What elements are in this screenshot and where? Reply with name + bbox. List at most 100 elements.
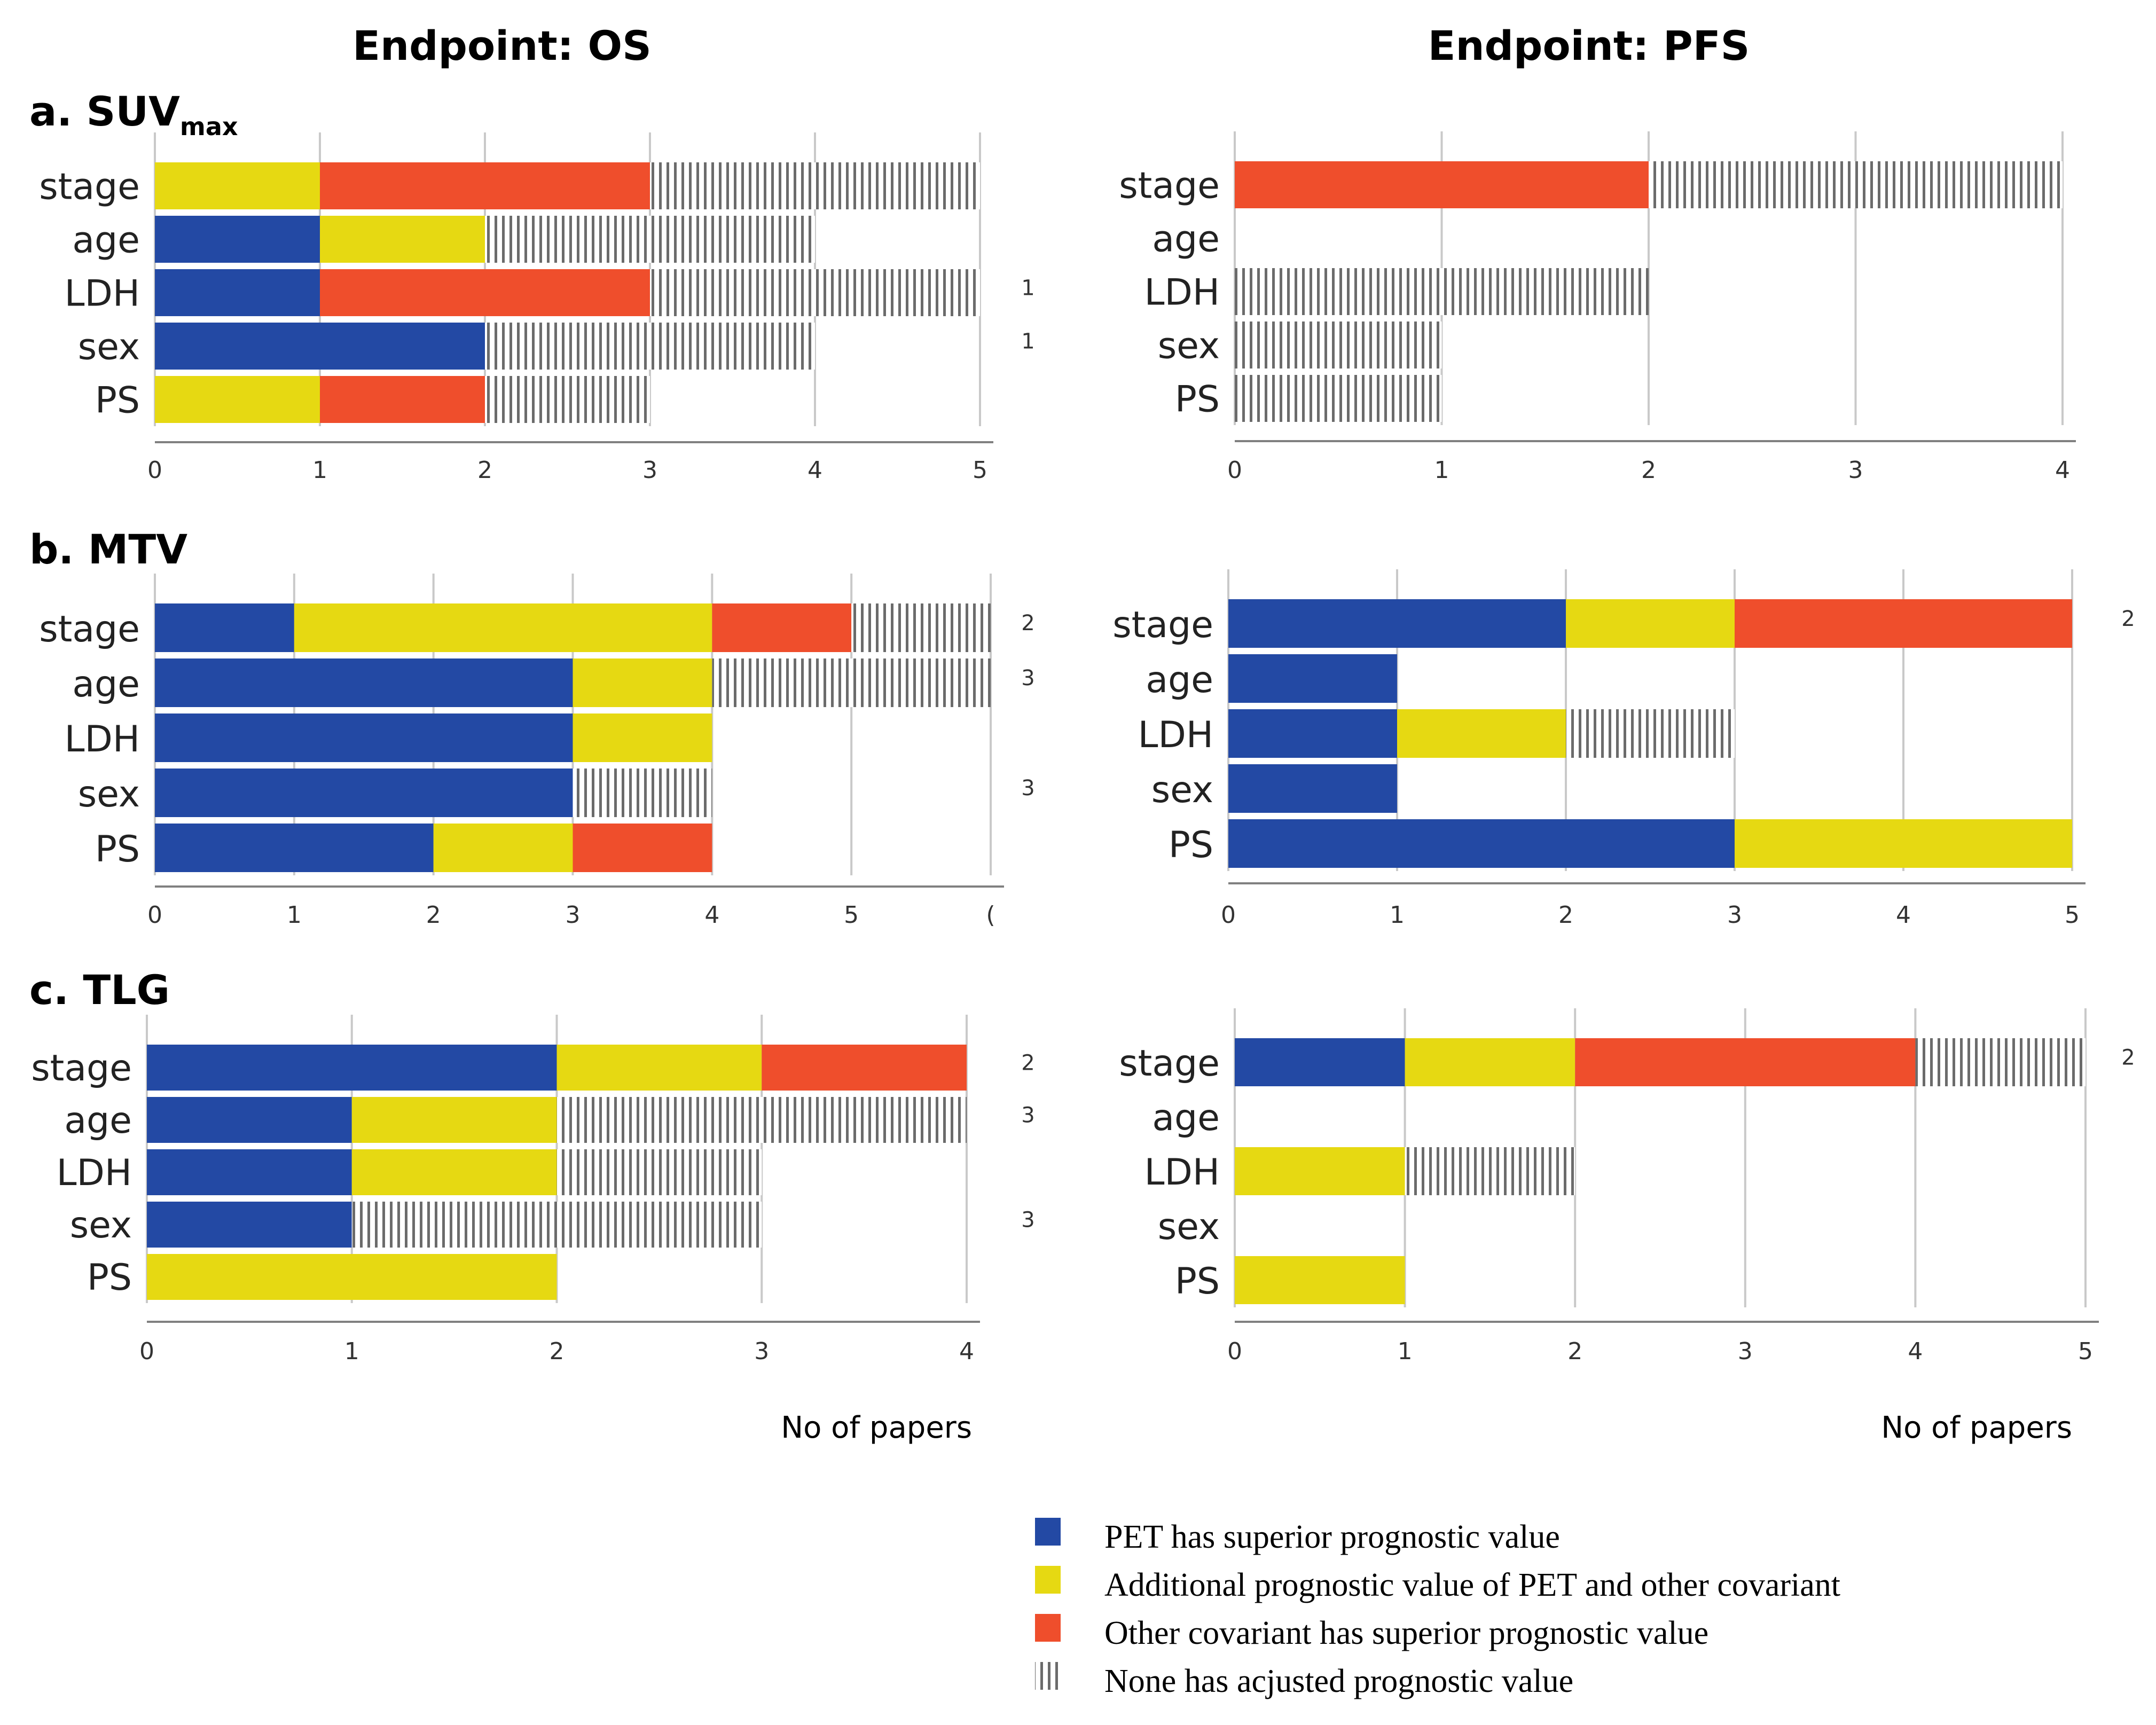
x-tick-label: 2 (1567, 1338, 1582, 1365)
category-label-age: age (72, 219, 140, 262)
legend-label-none: None has acjusted prognostic value (1104, 1663, 1573, 1699)
x-tick-label: 3 (642, 457, 657, 484)
bar-segment-hatch (485, 376, 650, 423)
row-annotation: 3 (1021, 1207, 1034, 1232)
bar-segment-red (320, 376, 485, 423)
bar-segment-yellow (1397, 709, 1566, 758)
x-tick-label: 4 (1896, 901, 1911, 929)
bar-segment-hatch (1235, 375, 1442, 422)
bar-segment-blue (1228, 764, 1397, 813)
category-label-ps: PS (95, 380, 140, 422)
category-label-age: age (72, 663, 140, 705)
x-tick-label: 5 (973, 457, 987, 484)
legend-swatch-hatch (1035, 1662, 1061, 1690)
bar-segment-hatch (556, 1149, 762, 1195)
bar-segment-hatch (351, 1202, 762, 1248)
category-label-sex: sex (78, 773, 140, 816)
bar-segment-red (1575, 1038, 1916, 1086)
x-tick-label: ( (986, 901, 995, 929)
category-label-sex: sex (1151, 769, 1213, 811)
x-tick-label: 1 (1390, 901, 1405, 929)
bar-segment-blue (1235, 1038, 1405, 1086)
x-tick-label: 2 (550, 1338, 565, 1365)
bar-segment-yellow (1405, 1038, 1575, 1086)
xlabel-os: No of papers (781, 1410, 972, 1445)
category-label-sex: sex (1158, 325, 1220, 367)
bar-segment-blue (1228, 599, 1566, 648)
bar-segment-hatch (1915, 1038, 2086, 1086)
column-title-os: Endpoint: OS (352, 22, 652, 69)
bar-segment-yellow (573, 658, 712, 707)
x-tick-label: 1 (287, 901, 302, 929)
x-tick-label: 1 (1398, 1338, 1413, 1365)
column-title-pfs: Endpoint: PFS (1428, 22, 1750, 69)
x-tick-label: 5 (2065, 901, 2080, 929)
x-tick-label: 5 (2078, 1338, 2093, 1365)
x-tick-label: 1 (312, 457, 327, 484)
bar-segment-blue (147, 1202, 352, 1248)
category-label-ldh: LDH (65, 273, 140, 315)
bar-segment-hatch (1649, 161, 2063, 208)
category-label-ldh: LDH (1144, 272, 1220, 314)
x-tick-label: 0 (1227, 457, 1242, 484)
x-tick-label: 0 (147, 457, 162, 484)
bar-segment-hatch (573, 769, 712, 817)
row-title-suvmax-label: a. SUV (29, 88, 180, 135)
legend-label-other-superior: Other covariant has superior prognostic … (1104, 1615, 1708, 1651)
category-label-stage: stage (1119, 1042, 1220, 1085)
x-tick-label: 4 (2055, 457, 2070, 484)
category-label-age: age (1146, 659, 1213, 701)
bar-segment-blue (1228, 709, 1397, 758)
x-tick-label: 2 (426, 901, 441, 929)
category-label-sex: sex (78, 326, 140, 368)
category-label-age: age (1152, 1097, 1220, 1139)
x-tick-label: 1 (1434, 457, 1449, 484)
bar-segment-hatch (1235, 268, 1649, 315)
row-title-suvmax-subscript: max (180, 112, 238, 141)
bar-segment-hatch (1405, 1147, 1575, 1195)
bar-segment-blue (155, 323, 485, 370)
legend-swatch-red (1035, 1614, 1061, 1642)
x-tick-label: 3 (566, 901, 581, 929)
bar-segment-yellow (294, 603, 712, 652)
bar-segment-yellow (556, 1045, 762, 1091)
bar-segment-yellow (1235, 1256, 1405, 1304)
bar-segment-yellow (1566, 599, 1735, 648)
category-label-ps: PS (87, 1257, 132, 1299)
row-annotation: 1 (1021, 276, 1034, 300)
category-label-ldh: LDH (65, 718, 140, 760)
row-annotation: 2 (2121, 1046, 2135, 1070)
bar-segment-blue (155, 603, 294, 652)
x-tick-label: 3 (1848, 457, 1863, 484)
bar-segment-red (1735, 599, 2072, 648)
row-annotation: 1 (1021, 329, 1034, 354)
xlabel-pfs: No of papers (1881, 1410, 2072, 1445)
legend-label-pet-superior: PET has superior prognostic value (1104, 1519, 1560, 1555)
bar-segment-blue (147, 1097, 352, 1143)
bar-segment-blue (155, 658, 573, 707)
chart-mtv-os: 0 1 2 3 4 5 (stage 2 age 3 LDH sex 3 PS (39, 574, 1035, 929)
chart-suvmax-os: 0 1 2 3 4 5 stage age LDH 1 sex 1 PS (39, 132, 1035, 484)
bar-segment-red (573, 824, 712, 872)
x-tick-label: 1 (344, 1338, 359, 1365)
bar-segment-yellow (351, 1097, 557, 1143)
row-title-mtv: b. MTV (29, 526, 187, 573)
category-label-ps: PS (1175, 1260, 1220, 1303)
row-title-tlg: c. TLG (29, 966, 170, 1014)
row-annotation: 3 (1021, 666, 1034, 691)
bar-segment-hatch (650, 162, 980, 209)
chart-suvmax-pfs: 0 1 2 3 4 stage age LDH sex PS (1119, 131, 2076, 484)
legend: PET has superior prognostic value Additi… (1035, 1518, 1840, 1699)
chart-tlg-pfs: 0 1 2 3 4 5 stage 2 age LDH sex PS (1119, 1008, 2135, 1365)
row-annotation: 3 (1021, 1103, 1034, 1127)
bar-segment-yellow (155, 376, 320, 423)
category-label-ldh: LDH (1144, 1151, 1220, 1194)
x-tick-label: 3 (1727, 901, 1742, 929)
bar-segment-red (762, 1045, 967, 1091)
bar-segment-yellow (155, 162, 320, 209)
bar-segment-blue (155, 269, 320, 316)
x-tick-label: 2 (1558, 901, 1573, 929)
bar-segment-red (1235, 161, 1649, 208)
bar-segment-yellow (433, 824, 573, 872)
bar-segment-hatch (556, 1097, 967, 1143)
